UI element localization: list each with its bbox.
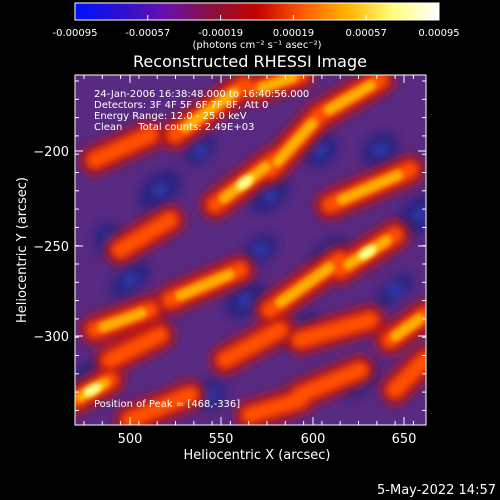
- ridge-high: [98, 308, 147, 332]
- ridge-high: [324, 80, 376, 115]
- detectors-text: Detectors: 3F 4F 5F 6F 7F 8F, Att 0: [94, 100, 268, 111]
- peak-position-text: Position of Peak = [468,-336]: [94, 399, 240, 410]
- ridge-high: [175, 269, 235, 301]
- trough-core: [193, 144, 207, 156]
- trough-core: [263, 189, 277, 201]
- ridge-high: [180, 87, 240, 133]
- colorbar-units-label: (photons cm⁻² s⁻¹ asec⁻²): [192, 40, 321, 51]
- axis-ticks: [75, 75, 426, 425]
- colorbar-frame: [74, 2, 440, 21]
- trough-core: [203, 389, 217, 401]
- clean-counts-text: Clean Total counts: 2.49E+03: [94, 122, 254, 133]
- ridge-mid: [87, 127, 158, 168]
- colorbar-tick-label: 0.00057: [346, 28, 387, 39]
- time-range-text: 24-Jan-2006 16:38:48.000 to 16:40:56.000: [94, 89, 309, 100]
- ridge-high: [256, 75, 299, 93]
- timestamp: 5-May-2022 14:57: [377, 483, 496, 498]
- x-tick-label: 600: [301, 432, 326, 447]
- trough-core: [153, 184, 167, 196]
- ridge-mid: [122, 387, 198, 425]
- ridge-mid: [112, 212, 178, 258]
- y-tick-label: −250: [33, 240, 69, 255]
- ridge-high: [275, 262, 335, 308]
- trough-core: [253, 244, 267, 256]
- plot-frame: [74, 74, 427, 426]
- ridge-high: [337, 170, 403, 205]
- trough-core: [238, 294, 252, 306]
- ridge-high: [272, 118, 318, 167]
- trough-core: [413, 209, 426, 221]
- colorbar-tick-label: -0.00095: [53, 28, 98, 39]
- ridge-mid: [217, 322, 288, 368]
- ridge-mid: [242, 392, 308, 423]
- ridge-mid: [292, 312, 378, 348]
- ridge-peak: [358, 245, 377, 260]
- x-tick-label: 650: [392, 432, 417, 447]
- colorbar-tick-label: 0.00019: [273, 28, 314, 39]
- x-tick-label: 550: [209, 432, 234, 447]
- x-axis-label: Heliocentric X (arcsec): [184, 448, 331, 463]
- colorbar-tick-label: -0.00057: [125, 28, 170, 39]
- energy-range-text: Energy Range: 12.0 - 25.0 keV: [94, 111, 247, 122]
- ridge-mid: [102, 327, 168, 368]
- y-axis-label: Heliocentric Y (arcsec): [15, 177, 30, 323]
- plot-title: Reconstructed RHESSI Image: [133, 52, 367, 71]
- ridge-peak: [83, 383, 102, 397]
- colorbar-tick-label: -0.00019: [198, 28, 243, 39]
- ridge-mid: [387, 352, 426, 398]
- x-tick-label: 500: [118, 432, 143, 447]
- ridge-peak: [236, 175, 254, 190]
- colorbar-tick-label: 0.00095: [418, 28, 459, 39]
- trough-core: [123, 274, 137, 286]
- y-tick-label: −300: [33, 330, 69, 345]
- trough-core: [388, 284, 402, 296]
- colorbar-ticks: [74, 15, 440, 20]
- trough-core: [313, 144, 327, 156]
- ridge-high: [390, 313, 425, 342]
- colorbar-tick-labels: -0.00095 -0.00057 -0.00019 0.00019 0.00057 0.…: [53, 28, 460, 39]
- image-ridges-peak: [83, 175, 377, 397]
- solar-image: [75, 75, 426, 425]
- y-tick-label: −200: [33, 145, 69, 160]
- trough-core: [373, 144, 387, 156]
- colorbar: [75, 3, 439, 20]
- ridge-mid: [292, 362, 368, 403]
